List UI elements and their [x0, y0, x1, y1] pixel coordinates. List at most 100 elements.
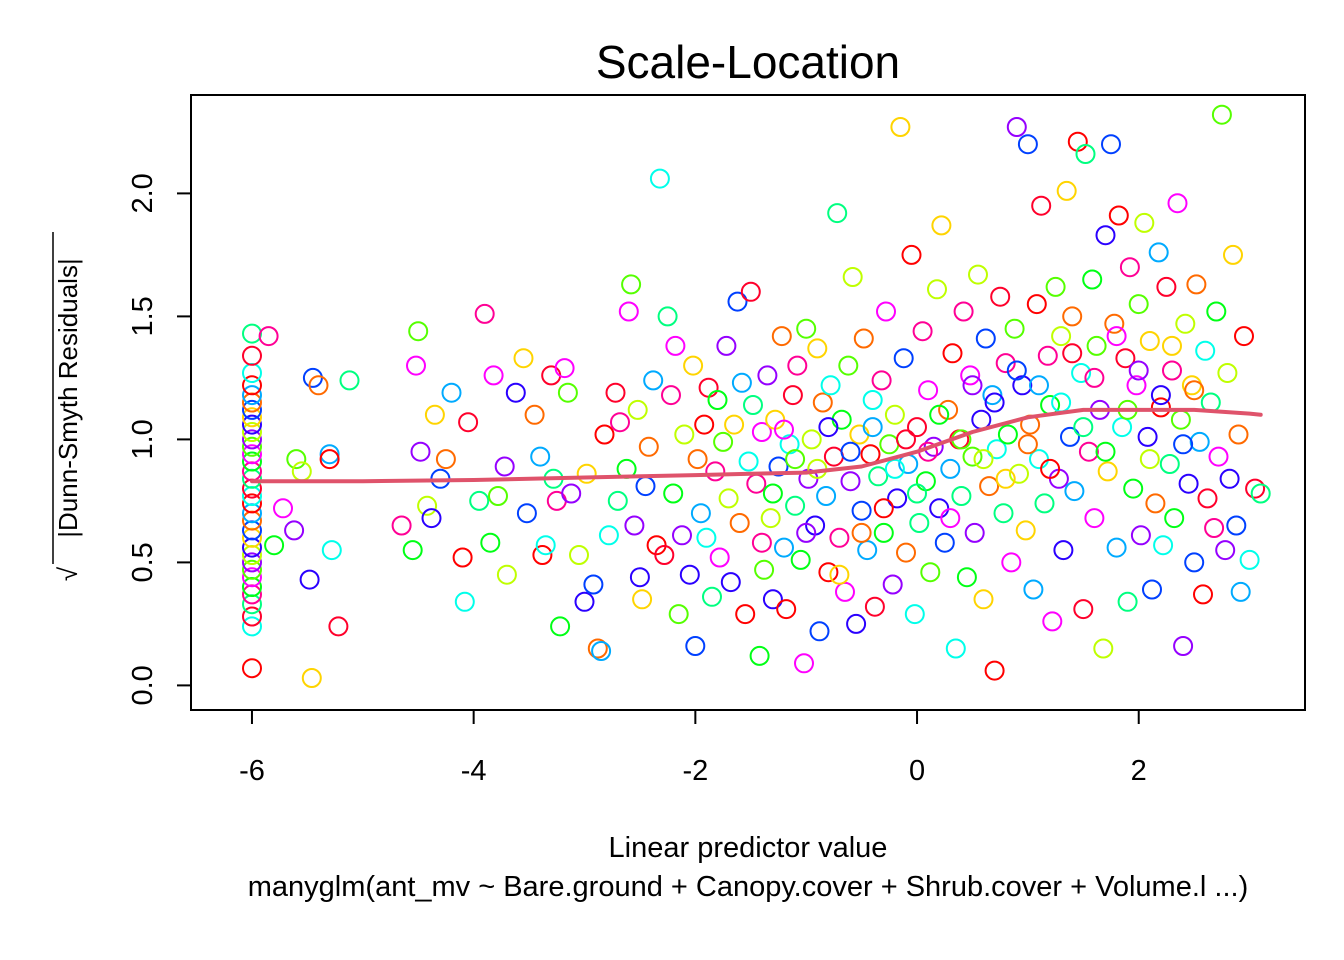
data-point [1126, 375, 1147, 396]
data-point [683, 355, 704, 376]
smooth-trend-line [250, 407, 1263, 484]
data-point [868, 466, 889, 487]
data-point [561, 483, 582, 504]
data-point [1184, 552, 1205, 573]
data-point [654, 545, 675, 565]
data-point [1006, 360, 1027, 381]
data-point [995, 468, 1016, 489]
data-point [1226, 515, 1247, 536]
data-point [1208, 446, 1229, 467]
data-point [308, 375, 329, 396]
data-point [474, 303, 495, 324]
data-point [1128, 360, 1149, 381]
data-point [598, 525, 619, 546]
data-point [1137, 426, 1158, 447]
data-point [524, 404, 545, 425]
data-point [1029, 375, 1049, 396]
data-point [242, 552, 262, 573]
data-point [735, 604, 756, 625]
data-point [884, 404, 905, 425]
data-point [1071, 363, 1092, 383]
data-point [1195, 340, 1216, 361]
data-point [242, 493, 262, 514]
data-point [705, 461, 726, 482]
data-point [242, 414, 262, 435]
data-point [1117, 591, 1138, 612]
data-point [768, 456, 789, 477]
data-point [1239, 549, 1260, 570]
data-point [724, 414, 745, 435]
data-point [1086, 335, 1107, 356]
data-point [851, 500, 872, 521]
data-point [979, 476, 1000, 497]
data-point [968, 264, 988, 285]
data-point [1104, 313, 1125, 334]
data-point [887, 488, 908, 509]
data-point [754, 559, 775, 580]
data-point [1245, 478, 1266, 499]
data-point [1040, 458, 1061, 479]
data-point [771, 326, 792, 347]
data-point [421, 508, 442, 529]
data-point [1184, 380, 1205, 401]
data-point [907, 417, 927, 438]
data-point [258, 326, 279, 347]
data-point [929, 404, 950, 425]
data-point [796, 522, 817, 543]
data-point [591, 641, 612, 661]
data-point [864, 596, 885, 617]
data-point [984, 392, 1005, 413]
data-point [1023, 579, 1044, 600]
data-point [896, 542, 916, 563]
data-point [1250, 483, 1271, 504]
data-point [452, 547, 473, 568]
data-point [594, 424, 615, 445]
y-tick-label: 0.0 [127, 665, 159, 705]
data-point [1062, 343, 1083, 364]
data-point [1073, 599, 1094, 620]
data-point [242, 422, 262, 442]
data-point [1042, 611, 1063, 632]
data-point [1001, 552, 1022, 573]
data-point [657, 306, 678, 327]
data-point [842, 267, 863, 287]
data-point [787, 355, 808, 376]
data-point [242, 323, 262, 344]
data-point [720, 572, 741, 593]
data-point [779, 434, 800, 455]
data-point [702, 586, 722, 607]
data-point [319, 444, 340, 465]
data-point [818, 417, 839, 438]
model-formula-subtitle: manyglm(ant_mv ~ Bare.ground + Canopy.co… [248, 871, 1248, 903]
data-point [1223, 244, 1243, 265]
data-point [934, 532, 955, 553]
data-point [1062, 306, 1083, 327]
data-point [818, 562, 839, 583]
data-point [402, 540, 423, 561]
data-point [321, 540, 342, 561]
data-point [931, 215, 952, 236]
data-point [1173, 434, 1194, 455]
data-point [740, 281, 761, 302]
data-point [1095, 225, 1116, 246]
data-point [1037, 345, 1058, 366]
data-point [496, 564, 517, 585]
data-point [973, 589, 994, 610]
data-point [796, 318, 817, 339]
data-point [1159, 454, 1180, 474]
data-point [927, 279, 947, 300]
data-point [1189, 431, 1210, 452]
data-point [299, 569, 320, 590]
y-tick-label: 0.5 [127, 542, 159, 582]
data-point [960, 365, 981, 386]
x-tick-label: 0 [909, 755, 925, 787]
y-axis: 0.0 0.5 1.0 1.5 2.0 [127, 173, 192, 706]
data-point [672, 525, 692, 546]
data-point [483, 365, 504, 386]
data-point [738, 451, 759, 472]
data-point [621, 274, 642, 295]
data-point [516, 503, 537, 524]
data-point [951, 486, 972, 506]
